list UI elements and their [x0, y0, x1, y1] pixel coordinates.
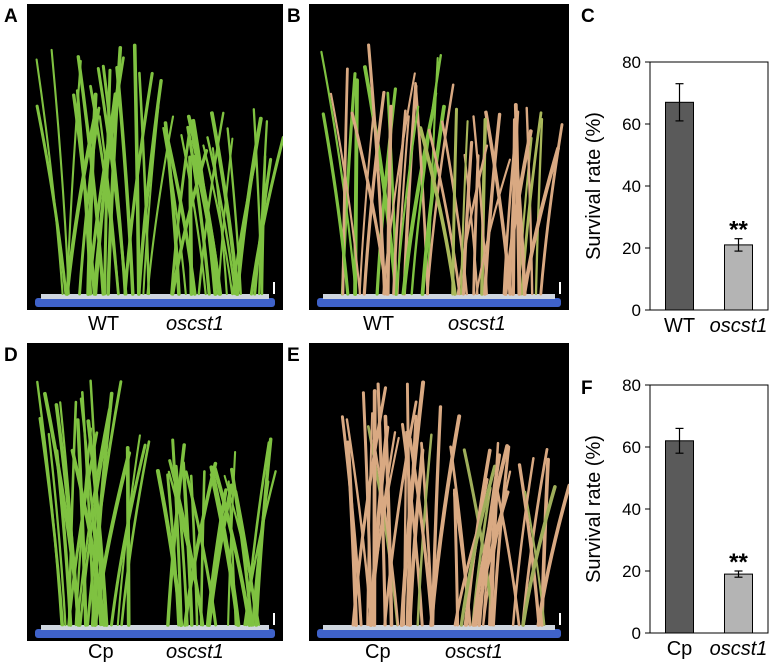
chart-c-svg: 0 20 40 60 80 Survival rate (%) WT ** oscst1	[578, 40, 773, 340]
chart-f-bar-1	[725, 574, 753, 633]
chart-c-xtick-label-1: oscst1	[710, 315, 768, 337]
scale-bar	[273, 282, 275, 294]
panel-label-c: C	[581, 6, 595, 28]
leaf-blade	[388, 107, 391, 295]
plant-photo-b	[309, 4, 569, 310]
photo-panel-b	[309, 4, 569, 310]
photo-panel-e	[309, 343, 569, 641]
chart-c-significance-1: **	[729, 217, 748, 244]
leaf-blade	[37, 106, 66, 294]
chart-c-bar-0	[666, 102, 694, 310]
photo-panel-a	[27, 4, 283, 310]
tray	[317, 298, 561, 307]
chart-c-ytick-label: 20	[622, 239, 641, 258]
caption-d-cp: Cp	[88, 641, 114, 664]
chart-f-bar-0	[666, 441, 694, 633]
tray	[35, 629, 275, 638]
panel-label-a: A	[4, 6, 18, 28]
tray	[317, 629, 561, 638]
panel-label-d: D	[4, 345, 18, 367]
photo-panel-d	[27, 343, 283, 641]
chart-f-ytick-label: 0	[632, 624, 641, 643]
chart-f-ylabel: Survival rate (%)	[583, 435, 605, 583]
chart-c-xtick-label-0: WT	[664, 315, 695, 337]
chart-c-ylabel: Survival rate (%)	[583, 112, 605, 260]
chart-c: 0 20 40 60 80 Survival rate (%) WT ** oscst1	[578, 40, 773, 340]
caption-b-mutant: oscst1	[448, 313, 506, 336]
chart-f-ytick-label: 60	[622, 438, 641, 457]
chart-f-xtick-label-0: Cp	[667, 638, 693, 660]
caption-e-cp: Cp	[365, 641, 391, 664]
chart-c-bar-1	[725, 245, 753, 310]
caption-b-wt: WT	[363, 313, 394, 336]
chart-f-ytick-label: 80	[622, 376, 641, 395]
plant-photo-d	[27, 343, 283, 641]
chart-c-ytick-label: 60	[622, 115, 641, 134]
leaf-blade	[190, 157, 191, 294]
leaf-blade	[117, 68, 133, 294]
tray	[35, 298, 275, 307]
chart-c-ytick-label: 80	[622, 53, 641, 72]
panel-label-b: B	[287, 6, 301, 28]
scale-bar	[273, 613, 275, 625]
chart-f: 0 20 40 60 80 Survival rate (%) Cp ** oscst1	[578, 363, 773, 663]
chart-f-xtick-label-1: oscst1	[710, 638, 768, 660]
caption-a-wt: WT	[88, 313, 119, 336]
chart-f-ytick-label: 20	[622, 562, 641, 581]
chart-f-svg: 0 20 40 60 80 Survival rate (%) Cp ** oscst1	[578, 363, 773, 663]
panel-label-e: E	[287, 345, 300, 367]
caption-a-mutant: oscst1	[166, 313, 224, 336]
plant-photo-e	[309, 343, 569, 641]
scale-bar	[559, 282, 561, 294]
leaf-blade	[256, 439, 271, 625]
caption-d-mutant: oscst1	[166, 641, 224, 664]
chart-c-ytick-label: 0	[632, 301, 641, 320]
leaf-blade	[433, 407, 441, 625]
chart-f-significance-1: **	[729, 549, 748, 576]
caption-e-mutant: oscst1	[445, 641, 503, 664]
leaf-blade	[321, 52, 355, 294]
plant-photo-a	[27, 4, 283, 310]
leaf-blade	[128, 448, 129, 625]
leaf-blade	[513, 120, 515, 294]
chart-f-ytick-label: 40	[622, 500, 641, 519]
leaf-blade	[135, 45, 139, 294]
scale-bar	[559, 613, 561, 625]
chart-c-ytick-label: 40	[622, 177, 641, 196]
